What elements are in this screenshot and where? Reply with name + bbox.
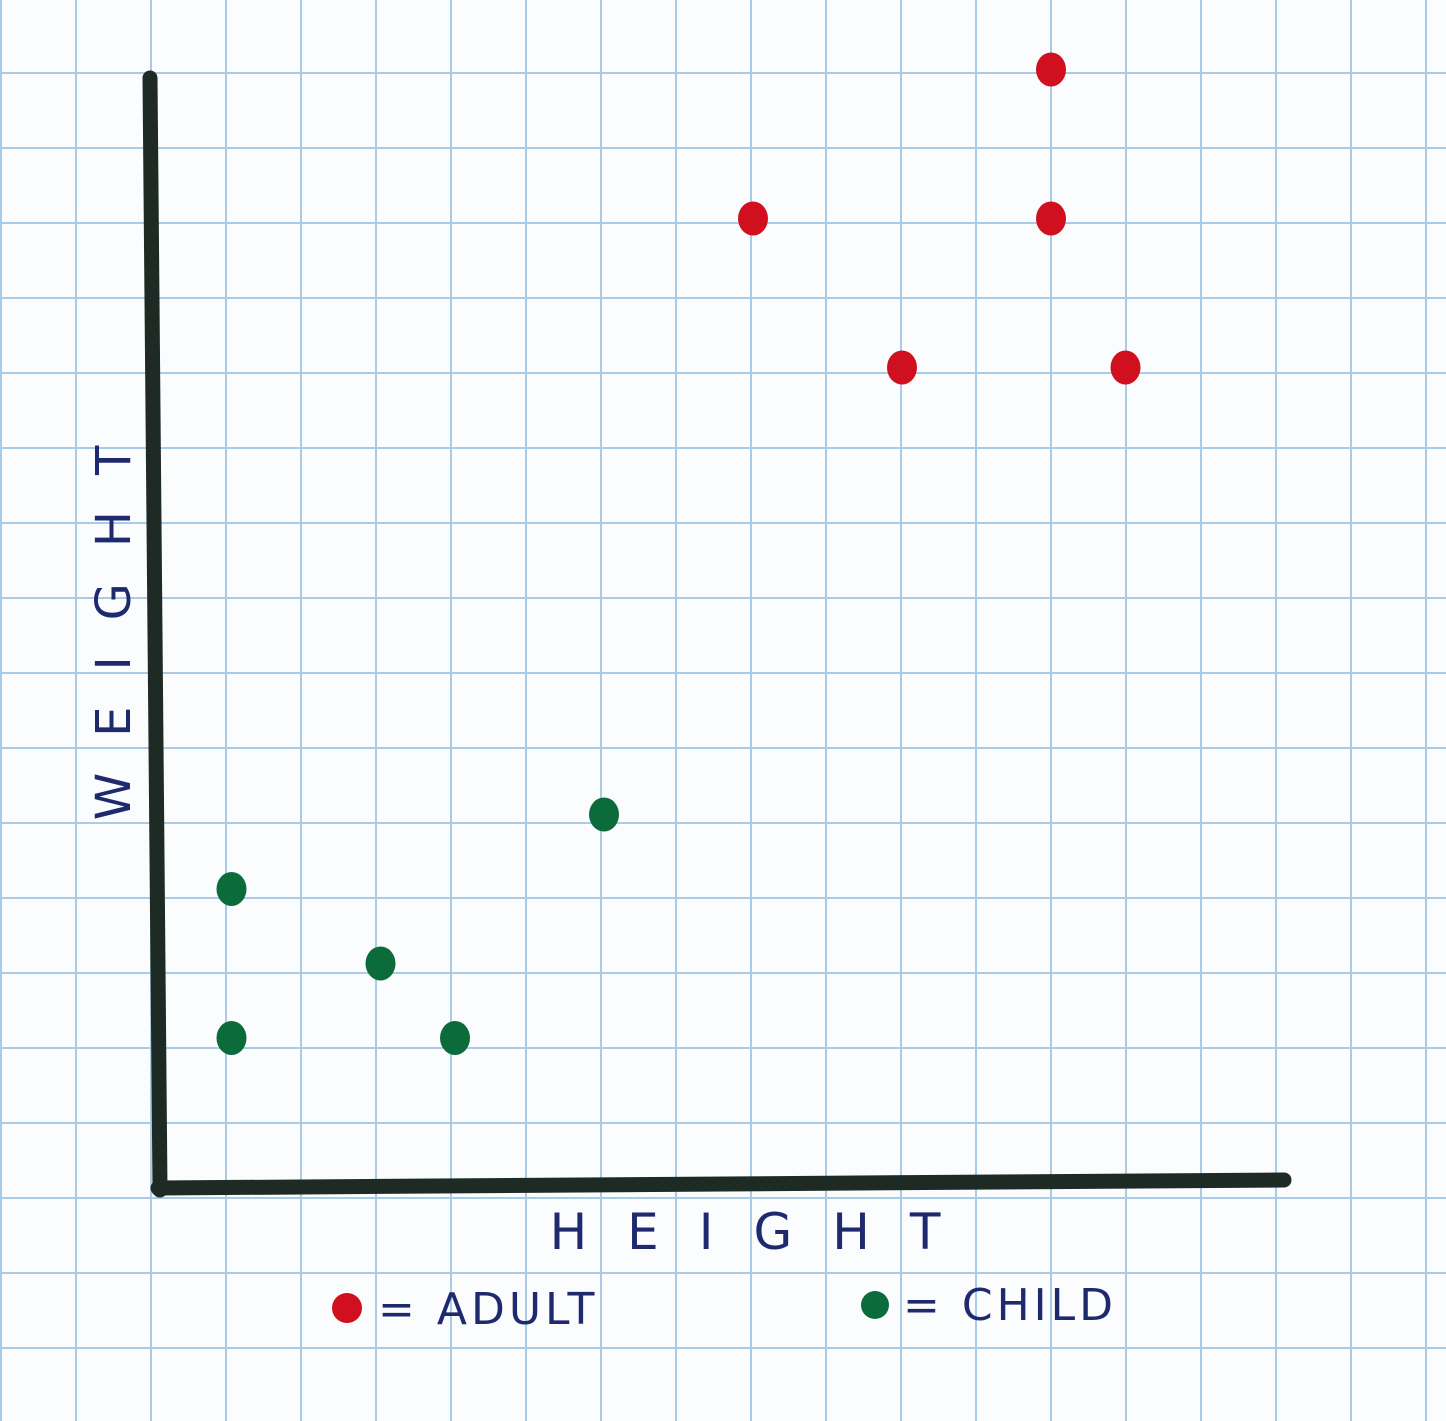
x-axis [150, 1172, 1292, 1196]
point-adult-0 [738, 201, 768, 236]
point-child-0 [216, 872, 247, 906]
y-axis-label: WEIGHT [86, 410, 142, 821]
point-adult-3 [1036, 201, 1066, 236]
legend-label-child: = CHILD [903, 1280, 1117, 1331]
point-child-3 [440, 1021, 470, 1055]
legend-label-adult: = ADULT [378, 1284, 598, 1335]
point-adult-1 [887, 350, 917, 385]
legend-marker-child [861, 1291, 889, 1319]
point-adult-2 [1036, 52, 1066, 87]
data-points [216, 52, 1141, 1055]
point-child-1 [216, 1021, 247, 1055]
x-axis-label: HEIGHT [550, 1203, 981, 1261]
legend: = ADULT = CHILD [332, 1280, 1117, 1335]
legend-marker-adult [332, 1293, 362, 1323]
point-child-2 [365, 946, 396, 981]
point-adult-4 [1110, 350, 1141, 385]
point-child-4 [589, 797, 619, 832]
y-axis [142, 70, 168, 1198]
